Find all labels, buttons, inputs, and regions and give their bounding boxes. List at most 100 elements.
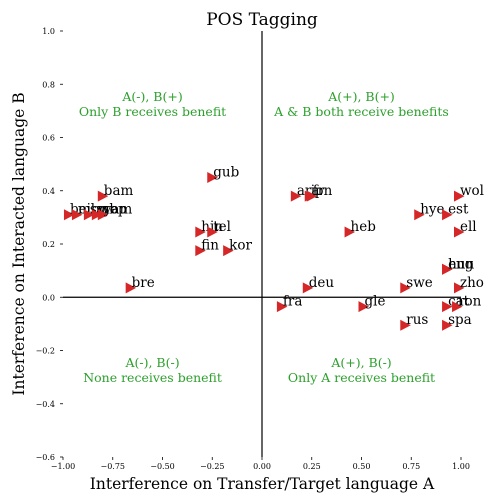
y-tick-label: 0.4 xyxy=(42,187,55,196)
triangle-marker xyxy=(290,190,302,202)
data-point: hin xyxy=(195,219,223,238)
quadrant-sign-label: A(+), B(+) xyxy=(327,89,395,104)
data-point: fra xyxy=(276,294,303,313)
data-point: zho xyxy=(454,275,484,294)
data-point: wol xyxy=(454,183,484,202)
point-label: hye xyxy=(420,202,444,218)
triangle-marker xyxy=(91,209,103,221)
triangle-marker xyxy=(207,226,218,238)
triangle-marker xyxy=(302,282,314,294)
point-label: gub xyxy=(213,164,239,180)
quadrant-label: A(-), B(-)None receives benefit xyxy=(83,355,222,385)
y-tick-label: −0.4 xyxy=(36,400,55,409)
data-point: yam xyxy=(97,202,133,221)
x-tick-label: 1.00 xyxy=(452,462,470,471)
x-tick-label: −0.25 xyxy=(200,462,225,471)
quadrant-description: None receives benefit xyxy=(83,370,222,385)
triangle-marker xyxy=(97,190,109,202)
data-point: rus xyxy=(400,312,428,331)
triangle-marker xyxy=(63,209,75,221)
quadrant-description: A & B both receive benefits xyxy=(273,104,449,119)
x-tick-label: −0.75 xyxy=(100,462,125,471)
x-tick-label: 0.00 xyxy=(253,462,271,471)
triangle-marker xyxy=(195,226,206,238)
point-label: ell xyxy=(460,219,477,235)
x-tick-label: −0.50 xyxy=(150,462,175,471)
triangle-marker xyxy=(71,209,83,221)
point-label: tel xyxy=(213,219,231,235)
x-tick-label: 0.25 xyxy=(303,462,321,471)
point-label: heb xyxy=(351,219,376,235)
x-axis-label: Interference on Transfer/Target language… xyxy=(90,475,435,493)
data-point: fr xyxy=(306,183,325,202)
triangle-marker xyxy=(276,301,288,313)
data-point: ell xyxy=(454,219,477,238)
point-label: zho xyxy=(460,275,484,291)
data-point: gub xyxy=(207,164,239,183)
data-point: heb xyxy=(344,219,376,238)
triangle-marker xyxy=(125,282,137,294)
point-label: swe xyxy=(406,275,432,291)
triangle-marker xyxy=(414,209,425,221)
quadrant-label: A(+), B(-)Only A receives benefit xyxy=(288,355,435,385)
quadrant-label: A(+), B(+)A & B both receive benefits xyxy=(273,89,449,119)
triangle-marker xyxy=(442,263,453,275)
data-point: swe xyxy=(400,275,433,294)
quadrant-description: Only B receives benefit xyxy=(79,104,226,119)
y-tick-label: 1.0 xyxy=(42,27,55,36)
quadrant-sign-label: A(-), B(+) xyxy=(121,89,182,104)
y-tick-label: −0.6 xyxy=(36,453,55,462)
triangle-marker xyxy=(454,226,465,238)
triangle-marker xyxy=(442,319,453,331)
quadrant-sign-label: A(+), B(-) xyxy=(330,355,391,370)
point-label: ron xyxy=(458,294,482,310)
point-label: bam xyxy=(104,183,134,199)
point-label: eng xyxy=(448,256,474,272)
triangle-marker xyxy=(452,301,463,313)
quadrant-description: Only A receives benefit xyxy=(288,370,435,385)
triangle-marker xyxy=(306,190,318,202)
triangle-marker xyxy=(400,282,411,294)
y-tick-label: 0.2 xyxy=(42,240,55,249)
triangle-marker xyxy=(454,190,465,202)
x-tick-label: 0.75 xyxy=(402,462,420,471)
triangle-marker xyxy=(207,171,218,183)
point-label: hun xyxy=(448,256,474,272)
data-point: spa xyxy=(442,312,472,331)
quadrant-sign-label: A(-), B(-) xyxy=(124,355,179,370)
point-label: yam xyxy=(103,202,133,218)
triangle-marker xyxy=(83,209,95,221)
triangle-marker xyxy=(97,209,109,221)
y-tick-label: 0.6 xyxy=(42,134,55,143)
triangle-marker xyxy=(442,209,453,221)
point-label: est xyxy=(448,202,469,218)
point-label: kor xyxy=(229,238,252,254)
axes: −1.00 −0.75 −0.50 −0.25 0.00 0.25 0.50 0.75 1.00… xyxy=(36,27,470,471)
data-point: deu xyxy=(302,275,335,294)
point-label: fr xyxy=(313,183,325,199)
data-point: ron xyxy=(452,294,482,313)
point-label: rus xyxy=(406,312,428,328)
point-label: gle xyxy=(364,294,385,310)
point-label: fin xyxy=(201,238,219,254)
data-point: tel xyxy=(207,219,231,238)
y-tick-label: 0.0 xyxy=(42,293,55,302)
point-label: deu xyxy=(309,275,335,291)
quadrant-annotations: A(-), B(+)Only B receives benefit A(+), B… xyxy=(79,89,449,385)
y-axis-label: Interference on Interacted language B xyxy=(10,92,28,395)
x-tick-label: −1.00 xyxy=(51,462,76,471)
point-label: hin xyxy=(201,219,223,235)
data-point: est xyxy=(442,202,469,221)
y-tick-label: 0.8 xyxy=(42,80,55,89)
data-point: bre xyxy=(125,275,155,294)
triangle-marker xyxy=(358,301,369,313)
triangle-marker xyxy=(195,245,206,257)
data-point: bam xyxy=(97,183,134,202)
point-label: fra xyxy=(283,294,303,310)
data-point: hun xyxy=(442,256,474,275)
data-point: kor xyxy=(223,238,252,257)
triangle-marker xyxy=(344,226,356,238)
point-label: bre xyxy=(132,275,155,291)
